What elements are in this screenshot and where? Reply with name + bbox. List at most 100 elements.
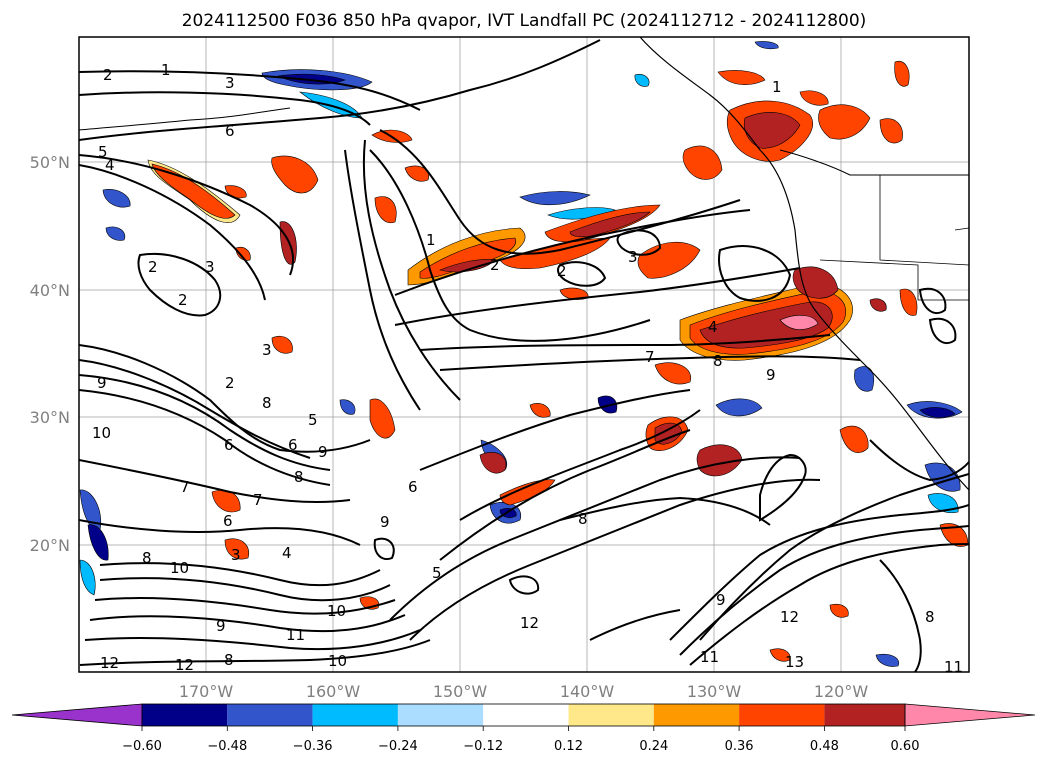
colorbar-tick-label: 0.60 bbox=[891, 739, 920, 754]
colorbar-frame bbox=[141, 703, 906, 727]
contour-label: 10 bbox=[92, 424, 111, 442]
contour-line bbox=[669, 504, 969, 641]
colorbar-tick-label: 0.48 bbox=[810, 739, 839, 754]
contour-line bbox=[589, 609, 681, 641]
neg-anomaly-patch bbox=[102, 189, 131, 208]
latitude-labels: 50°N 40°N 30°N 20°N bbox=[30, 153, 70, 555]
contour-label: 7 bbox=[180, 478, 190, 496]
contour-line bbox=[419, 334, 831, 351]
contour-label: 2 bbox=[557, 262, 567, 280]
pos-anomaly-patch bbox=[799, 90, 829, 106]
contour-line bbox=[84, 629, 421, 651]
colorbar-segment bbox=[227, 704, 313, 726]
border-line bbox=[779, 149, 969, 176]
contour-label: 2 bbox=[178, 291, 188, 309]
lon-label-150w: 150°W bbox=[433, 682, 488, 701]
contour-line bbox=[79, 389, 331, 486]
contour-line bbox=[439, 355, 861, 371]
pos-anomaly-patch bbox=[682, 145, 723, 180]
contour-line bbox=[369, 149, 651, 342]
contour-label: 6 bbox=[224, 436, 234, 454]
contour-label: 3 bbox=[225, 74, 235, 92]
neg-anomaly-patch bbox=[927, 493, 959, 513]
contour-line bbox=[928, 317, 957, 345]
contour-label: 9 bbox=[380, 513, 390, 531]
contour-label: 8 bbox=[713, 352, 723, 370]
colorbar-segment bbox=[739, 704, 825, 726]
contour-label: 8 bbox=[262, 394, 272, 412]
contour-line bbox=[918, 287, 947, 315]
lat-label-20n: 20°N bbox=[30, 536, 70, 555]
colorbar-segment bbox=[397, 704, 484, 726]
contour-line bbox=[79, 519, 361, 546]
contour-line bbox=[394, 267, 801, 326]
contour-label: 5 bbox=[432, 564, 442, 582]
contour-label: 9 bbox=[97, 374, 107, 392]
neg-anomaly-patch bbox=[715, 398, 763, 417]
contour-label: 9 bbox=[716, 591, 726, 609]
contour-label: 1 bbox=[161, 61, 171, 79]
qvapor-fill bbox=[79, 41, 969, 667]
contour-label: 3 bbox=[628, 248, 638, 266]
map-title: 2024112500 F036 850 hPa qvapor, IVT Land… bbox=[182, 11, 867, 31]
colorbar-extend-high bbox=[904, 703, 1036, 727]
pos-anomaly-patch bbox=[271, 335, 293, 354]
colorbar-tick-label: −0.24 bbox=[378, 739, 418, 754]
lat-label-40n: 40°N bbox=[30, 281, 70, 300]
contour-line bbox=[362, 139, 461, 401]
neg-anomaly-patch bbox=[79, 559, 96, 596]
neg-anomaly-patch bbox=[919, 407, 956, 418]
contour-label: 4 bbox=[282, 544, 292, 562]
lon-label-120w: 120°W bbox=[814, 682, 869, 701]
coastline-path bbox=[639, 37, 969, 491]
pos-anomaly-patch bbox=[879, 118, 903, 144]
contour-label: 2 bbox=[490, 256, 500, 274]
contour-line bbox=[79, 359, 311, 459]
lat-label-50n: 50°N bbox=[30, 153, 70, 172]
colorbar: −0.60 −0.48 −0.36 −0.24 −0.12 0.12 0.24 … bbox=[11, 703, 1036, 754]
neg-anomaly-patch bbox=[854, 366, 875, 392]
contour-label: 8 bbox=[224, 651, 234, 669]
contour-line bbox=[879, 559, 922, 672]
state-border bbox=[954, 227, 969, 231]
colorbar-segment bbox=[312, 704, 398, 726]
pos-anomaly-patch bbox=[637, 241, 701, 279]
contour-label: 4 bbox=[708, 318, 718, 336]
contour-label: 12 bbox=[100, 654, 119, 672]
contour-line bbox=[718, 245, 792, 302]
contour-label: 10 bbox=[327, 602, 346, 620]
contour-label: 3 bbox=[262, 341, 272, 359]
pos-anomaly-patch bbox=[529, 403, 551, 418]
colorbar-tick-label: 0.12 bbox=[554, 739, 583, 754]
map-frame bbox=[78, 36, 970, 673]
lon-label-160w: 160°W bbox=[306, 682, 361, 701]
contour-line bbox=[389, 456, 801, 621]
contour-line bbox=[79, 639, 431, 666]
contour-label: 2 bbox=[225, 374, 235, 392]
contour-line bbox=[556, 261, 607, 287]
lat-label-30n: 30°N bbox=[30, 408, 70, 427]
map-area: 2 1 3 6 5 4 1 2 2 3 3 2 3 2 4 8 7 9 9 2 … bbox=[79, 37, 969, 672]
contour-line bbox=[373, 537, 395, 560]
pos-anomaly-patch bbox=[374, 196, 397, 224]
pos-anomaly-patch bbox=[792, 266, 839, 299]
contour-line bbox=[559, 496, 771, 526]
contour-label: 3 bbox=[231, 546, 241, 564]
contour-label: 5 bbox=[308, 411, 318, 429]
contour-label: 11 bbox=[286, 626, 305, 644]
contour-label: 7 bbox=[253, 491, 263, 509]
colorbar-tick-label: −0.36 bbox=[293, 739, 333, 754]
pos-anomaly-patch bbox=[894, 60, 910, 87]
colorbar-segment bbox=[483, 704, 569, 726]
contour-line bbox=[699, 473, 969, 641]
contour-label: 7 bbox=[645, 348, 655, 366]
pos-anomaly-patch bbox=[404, 165, 430, 182]
map-background bbox=[79, 37, 969, 672]
contour-line bbox=[759, 453, 807, 522]
neg-anomaly-patch bbox=[87, 524, 109, 561]
contour-label: 13 bbox=[785, 653, 804, 671]
pos-anomaly-patch bbox=[696, 444, 743, 477]
contour-label: 6 bbox=[223, 512, 233, 530]
contour-line bbox=[409, 478, 821, 641]
